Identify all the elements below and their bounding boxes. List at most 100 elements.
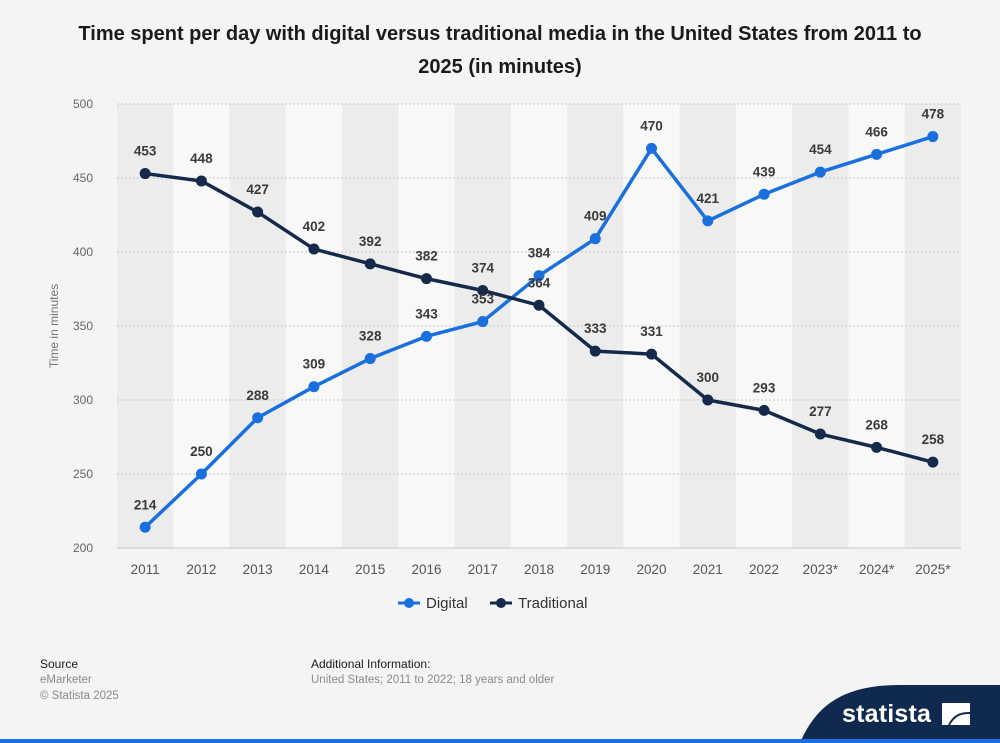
y-tick-label: 400 bbox=[73, 245, 93, 259]
y-tick-label: 300 bbox=[73, 393, 93, 407]
digital-data-label: 439 bbox=[753, 164, 776, 179]
copyright-text: © Statista 2025 bbox=[40, 690, 119, 702]
traditional-data-point bbox=[927, 456, 939, 468]
traditional-data-label: 392 bbox=[359, 234, 382, 249]
digital-data-label: 250 bbox=[190, 444, 213, 459]
digital-data-point bbox=[364, 353, 376, 365]
y-tick-label: 450 bbox=[73, 171, 93, 185]
digital-data-label: 353 bbox=[471, 292, 494, 307]
traditional-data-point bbox=[758, 404, 770, 416]
x-tick-label: 2022 bbox=[749, 562, 779, 577]
x-tick-label: 2020 bbox=[637, 562, 667, 577]
traditional-data-label: 382 bbox=[415, 249, 438, 264]
digital-data-point bbox=[871, 148, 883, 160]
x-tick-label: 2025* bbox=[915, 562, 951, 577]
x-tick-label: 2014 bbox=[299, 562, 330, 577]
traditional-data-point bbox=[477, 284, 489, 296]
column-band bbox=[848, 104, 905, 548]
traditional-data-label: 427 bbox=[246, 182, 269, 197]
traditional-data-label: 453 bbox=[134, 144, 157, 159]
digital-data-label: 214 bbox=[134, 497, 157, 512]
digital-data-point bbox=[139, 521, 151, 533]
traditional-data-point bbox=[139, 168, 151, 180]
x-tick-label: 2024* bbox=[859, 562, 895, 577]
digital-data-point bbox=[477, 316, 489, 328]
legend-digital-label[interactable]: Digital bbox=[426, 595, 468, 612]
digital-data-label: 478 bbox=[922, 107, 945, 122]
statista-logo-icon bbox=[942, 703, 970, 725]
traditional-data-label: 258 bbox=[922, 432, 945, 447]
additional-info-text: United States; 2011 to 2022; 18 years an… bbox=[311, 674, 555, 686]
y-axis-label: Time in minutes bbox=[47, 284, 61, 368]
x-tick-label: 2017 bbox=[468, 562, 498, 577]
traditional-data-point bbox=[195, 175, 207, 187]
source-block: Source eMarketer © Statista 2025 bbox=[40, 656, 119, 704]
additional-info-block: Additional Information: United States; 2… bbox=[311, 656, 554, 688]
traditional-data-point bbox=[702, 394, 714, 406]
digital-data-label: 409 bbox=[584, 209, 607, 224]
digital-data-point bbox=[589, 233, 601, 245]
x-tick-label: 2023* bbox=[803, 562, 839, 577]
traditional-data-label: 293 bbox=[753, 380, 776, 395]
traditional-data-label: 374 bbox=[471, 260, 494, 275]
traditional-data-label: 333 bbox=[584, 321, 607, 336]
x-tick-label: 2019 bbox=[580, 562, 610, 577]
traditional-data-point bbox=[420, 273, 432, 285]
digital-data-label: 288 bbox=[246, 388, 269, 403]
digital-data-point bbox=[420, 330, 432, 342]
traditional-data-point bbox=[364, 258, 376, 270]
x-tick-label: 2021 bbox=[693, 562, 723, 577]
traditional-data-point bbox=[814, 428, 826, 440]
digital-data-point bbox=[927, 131, 939, 143]
source-name[interactable]: eMarketer bbox=[40, 674, 92, 686]
traditional-data-label: 402 bbox=[303, 219, 326, 234]
traditional-data-point bbox=[646, 348, 658, 360]
legend-digital-marker-swatch bbox=[404, 598, 414, 608]
digital-data-label: 328 bbox=[359, 329, 382, 344]
traditional-data-point bbox=[589, 345, 601, 357]
digital-data-point bbox=[252, 412, 264, 424]
y-tick-label: 500 bbox=[73, 97, 93, 111]
traditional-data-label: 448 bbox=[190, 151, 213, 166]
y-tick-label: 200 bbox=[73, 541, 93, 555]
additional-info-heading: Additional Information: bbox=[311, 657, 431, 671]
traditional-data-label: 364 bbox=[528, 275, 551, 290]
traditional-data-point bbox=[252, 206, 264, 218]
x-tick-label: 2012 bbox=[186, 562, 216, 577]
x-tick-label: 2015 bbox=[355, 562, 385, 577]
digital-data-point bbox=[814, 166, 826, 178]
digital-data-point bbox=[195, 468, 207, 480]
y-tick-label: 250 bbox=[73, 467, 93, 481]
column-band bbox=[679, 104, 736, 548]
digital-data-point bbox=[646, 142, 658, 154]
chart-title: Time spent per day with digital versus t… bbox=[78, 23, 922, 78]
x-tick-label: 2013 bbox=[243, 562, 273, 577]
x-tick-label: 2011 bbox=[131, 562, 160, 577]
traditional-data-point bbox=[871, 441, 883, 453]
traditional-data-label: 300 bbox=[697, 370, 720, 385]
digital-data-point bbox=[308, 381, 320, 393]
digital-data-point bbox=[758, 188, 770, 200]
digital-data-label: 454 bbox=[809, 142, 832, 157]
traditional-data-label: 277 bbox=[809, 404, 832, 419]
x-tick-label: 2016 bbox=[411, 562, 441, 577]
digital-data-label: 421 bbox=[697, 191, 720, 206]
x-tick-label: 2018 bbox=[524, 562, 554, 577]
traditional-data-point bbox=[533, 299, 545, 311]
traditional-data-label: 268 bbox=[865, 417, 888, 432]
digital-data-point bbox=[533, 270, 545, 282]
digital-data-label: 309 bbox=[303, 357, 326, 372]
legend-traditional-label[interactable]: Traditional bbox=[518, 595, 587, 612]
source-heading: Source bbox=[40, 657, 79, 671]
statista-logo[interactable]: statista bbox=[842, 700, 932, 728]
digital-data-point bbox=[702, 215, 714, 227]
traditional-data-point bbox=[308, 243, 320, 255]
digital-data-label: 343 bbox=[415, 306, 438, 321]
digital-data-label: 466 bbox=[865, 124, 888, 139]
y-tick-label: 350 bbox=[73, 319, 93, 333]
traditional-data-label: 331 bbox=[640, 324, 663, 339]
digital-data-label: 470 bbox=[640, 118, 663, 133]
legend-traditional-marker-swatch bbox=[496, 598, 506, 608]
digital-data-label: 384 bbox=[528, 246, 551, 261]
